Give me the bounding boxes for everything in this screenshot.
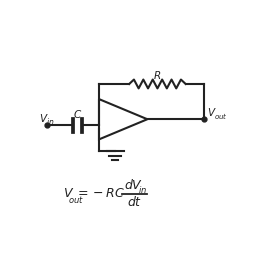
Text: $\mathit{dV}$: $\mathit{dV}$ [124,178,143,192]
Text: $\mathit{R}$: $\mathit{R}$ [153,69,161,81]
Text: $\mathit{out}$: $\mathit{out}$ [214,111,228,121]
Text: $\mathit{V}$: $\mathit{V}$ [39,112,49,124]
Text: $\mathit{V}$: $\mathit{V}$ [207,106,217,118]
Text: $\mathit{dt}$: $\mathit{dt}$ [127,195,142,209]
Text: $= -RC$: $= -RC$ [75,187,125,200]
Text: $\mathit{out}$: $\mathit{out}$ [68,194,85,205]
Text: $\mathit{C}$: $\mathit{C}$ [73,108,82,120]
Text: $\mathit{in}$: $\mathit{in}$ [46,116,54,127]
Text: $\mathit{in}$: $\mathit{in}$ [138,184,147,195]
Text: $\mathit{V}$: $\mathit{V}$ [63,187,74,200]
